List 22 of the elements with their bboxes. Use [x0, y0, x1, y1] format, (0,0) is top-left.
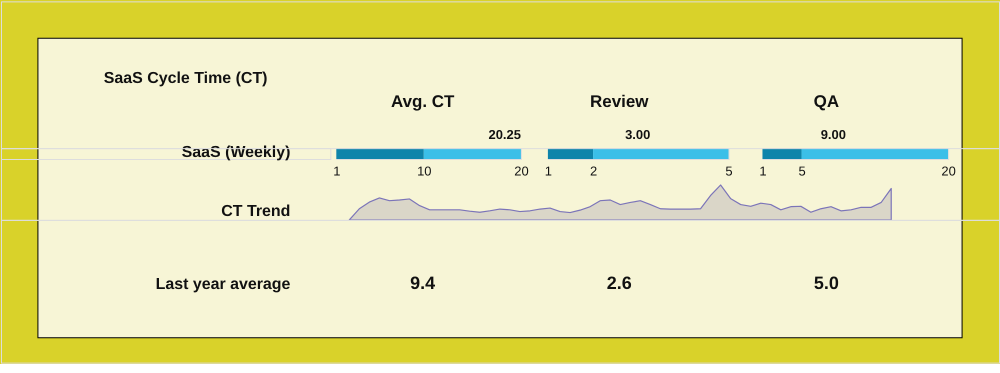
chart-title: Avg. CT: [390, 92, 456, 112]
x-tick-label: 20: [941, 164, 956, 179]
text: 9.4: [410, 272, 436, 293]
x-tick-label: 5: [798, 164, 806, 179]
x-tick-label: 5: [725, 164, 733, 179]
text: SaaS Cycle Time (CT): [104, 70, 268, 88]
x-tick-label: 1: [544, 164, 552, 179]
text: 5.0: [814, 272, 839, 293]
text: Last year average: [156, 276, 291, 293]
chart-title: Review: [590, 92, 650, 112]
x-tick-label: 2: [590, 164, 598, 179]
text: 20.25: [488, 127, 521, 142]
text: 2.6: [606, 272, 632, 293]
text: CT Trend: [221, 202, 290, 220]
x-tick-label: 20: [514, 164, 529, 179]
text: SaaS (Weekly): [182, 144, 290, 162]
x-tick-label: 1: [759, 164, 767, 179]
text: 3.00: [625, 127, 650, 142]
chart-title: QA: [814, 92, 840, 112]
text: 9.00: [820, 127, 846, 142]
x-tick-label: 10: [417, 164, 432, 179]
x-tick-label: 1: [333, 164, 340, 179]
